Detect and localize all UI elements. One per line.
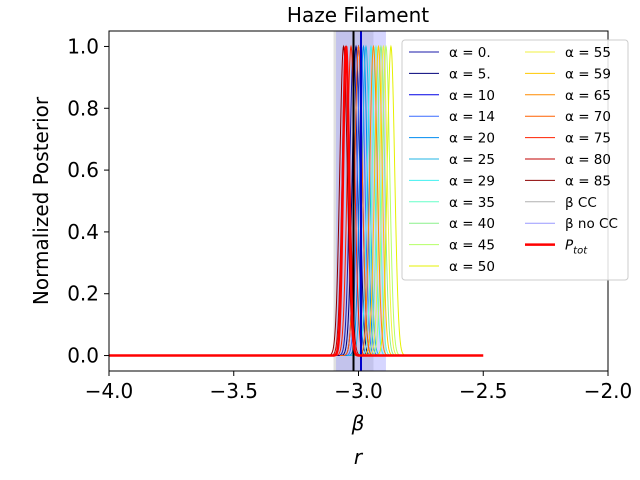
legend-box xyxy=(401,39,629,281)
legend-label: Ptot xyxy=(565,238,588,257)
legend-label: α = 65 xyxy=(565,88,611,104)
y-tick-label: 0.6 xyxy=(67,158,99,182)
x-tick-label: −2.0 xyxy=(584,379,633,403)
legend-label: α = 25 xyxy=(449,152,495,168)
chart-title: Haze Filament xyxy=(287,3,429,27)
legend-label: α = 75 xyxy=(565,131,611,147)
axis-ticks: −4.0 −3.5 −3.0 −2.5 −2.0 0.0 0.2 0.4 0.6 0.8 1.0 xyxy=(67,34,632,403)
y-tick-label: 0.4 xyxy=(67,220,99,244)
y-tick-label: 0.0 xyxy=(67,344,99,368)
legend-label: α = 40 xyxy=(449,216,495,232)
stray-x-label: r xyxy=(354,445,364,469)
legend-label: α = 10 xyxy=(449,88,495,104)
legend-label: α = 85 xyxy=(565,173,611,189)
legend-label: α = 14 xyxy=(449,109,495,125)
legend-label: α = 0. xyxy=(449,45,491,61)
x-tick-label: −3.0 xyxy=(334,379,383,403)
plot-area xyxy=(109,31,484,371)
x-tick-label: −4.0 xyxy=(85,379,134,403)
y-tick-label: 0.2 xyxy=(67,282,99,306)
legend: α = 0. α = 5. α = 10 α = 14 α = 20 α = 25 α = … xyxy=(401,39,629,281)
y-tick-label: 0.8 xyxy=(67,96,99,120)
legend-label: α = 59 xyxy=(565,66,611,82)
legend-label: β no CC xyxy=(565,216,618,232)
legend-label: α = 80 xyxy=(565,152,611,168)
legend-label: α = 20 xyxy=(449,131,495,147)
legend-label: α = 55 xyxy=(565,45,611,61)
y-tick-label: 1.0 xyxy=(67,34,99,58)
y-axis-label: Normalized Posterior xyxy=(29,96,53,305)
legend-label: α = 35 xyxy=(449,195,495,211)
x-axis-label: β xyxy=(351,411,365,435)
x-tick-label: −3.5 xyxy=(209,379,258,403)
legend-label: α = 5. xyxy=(449,66,491,82)
legend-label: α = 45 xyxy=(449,238,495,254)
total-posterior-line xyxy=(109,46,484,357)
legend-label: α = 50 xyxy=(449,259,495,275)
legend-label: α = 29 xyxy=(449,173,495,189)
legend-label: α = 70 xyxy=(565,109,611,125)
legend-label: β CC xyxy=(565,195,597,211)
x-tick-label: −2.5 xyxy=(459,379,508,403)
